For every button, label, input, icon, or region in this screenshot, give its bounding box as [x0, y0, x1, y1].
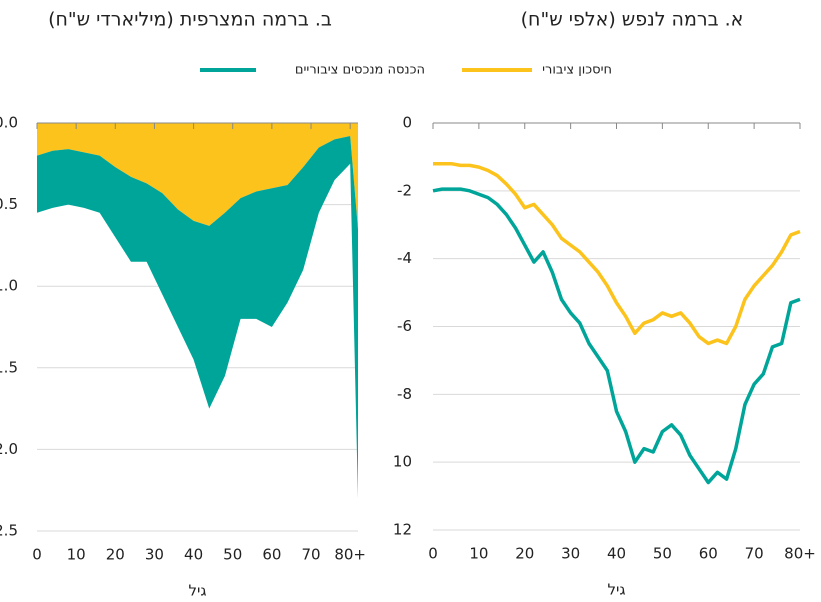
- x-tick-label: 70: [301, 546, 320, 564]
- y-tick-label: -2: [397, 181, 412, 199]
- y-tick-label: 1.0: [0, 277, 18, 295]
- x-tick-label: 50: [223, 546, 242, 564]
- y-tick-label: 0.5: [0, 195, 18, 213]
- y-tick-label: -8: [397, 385, 412, 403]
- x-tick-label: 10: [469, 545, 488, 563]
- x-tick-label: 10: [67, 546, 86, 564]
- x-tick-label: 20: [106, 546, 125, 564]
- y-tick-label: -4: [397, 249, 412, 267]
- x-tick-label: 40: [607, 545, 626, 563]
- x-tick-label: 50: [653, 545, 672, 563]
- legend-label: חיסכון ציבורי: [542, 63, 612, 78]
- x-tick-label: 80+: [784, 545, 816, 563]
- y-tick-label: 10: [393, 453, 412, 471]
- x-tick-label: 30: [145, 546, 164, 564]
- x-tick-label: 70: [745, 545, 764, 563]
- x-tick-label: 0: [32, 546, 42, 564]
- y-tick-label: 2.0: [0, 440, 18, 458]
- x-tick-label: 40: [184, 546, 203, 564]
- y-tick-label: 1.5: [0, 358, 18, 376]
- x-tick-label: 80+: [334, 546, 366, 564]
- y-tick-label: 2.5: [0, 522, 18, 540]
- y-tick-label: 0: [402, 114, 412, 132]
- data-line: [433, 161, 801, 346]
- chart-title: ב. ברמה המצרפית (מיליארדי ש"ח): [48, 9, 332, 31]
- y-tick-label: 0.0: [0, 114, 18, 132]
- y-tick-label: 12: [393, 521, 412, 539]
- x-axis-label: גיל: [607, 581, 625, 599]
- x-tick-label: 60: [699, 545, 718, 563]
- data-area: [37, 123, 358, 230]
- data-area: [37, 136, 358, 499]
- x-tick-label: 30: [561, 545, 580, 563]
- data-line: [432, 187, 801, 485]
- x-axis-label: גיל: [188, 582, 206, 600]
- x-tick-label: 60: [262, 546, 281, 564]
- x-tick-label: 0: [428, 545, 438, 563]
- chart-title: א. ברמה לנפש (אלפי ש"ח): [521, 9, 744, 31]
- legend-label: הכנסה מנכסים ציבוריים: [295, 63, 425, 78]
- y-tick-label: -6: [397, 317, 412, 335]
- x-tick-label: 20: [515, 545, 534, 563]
